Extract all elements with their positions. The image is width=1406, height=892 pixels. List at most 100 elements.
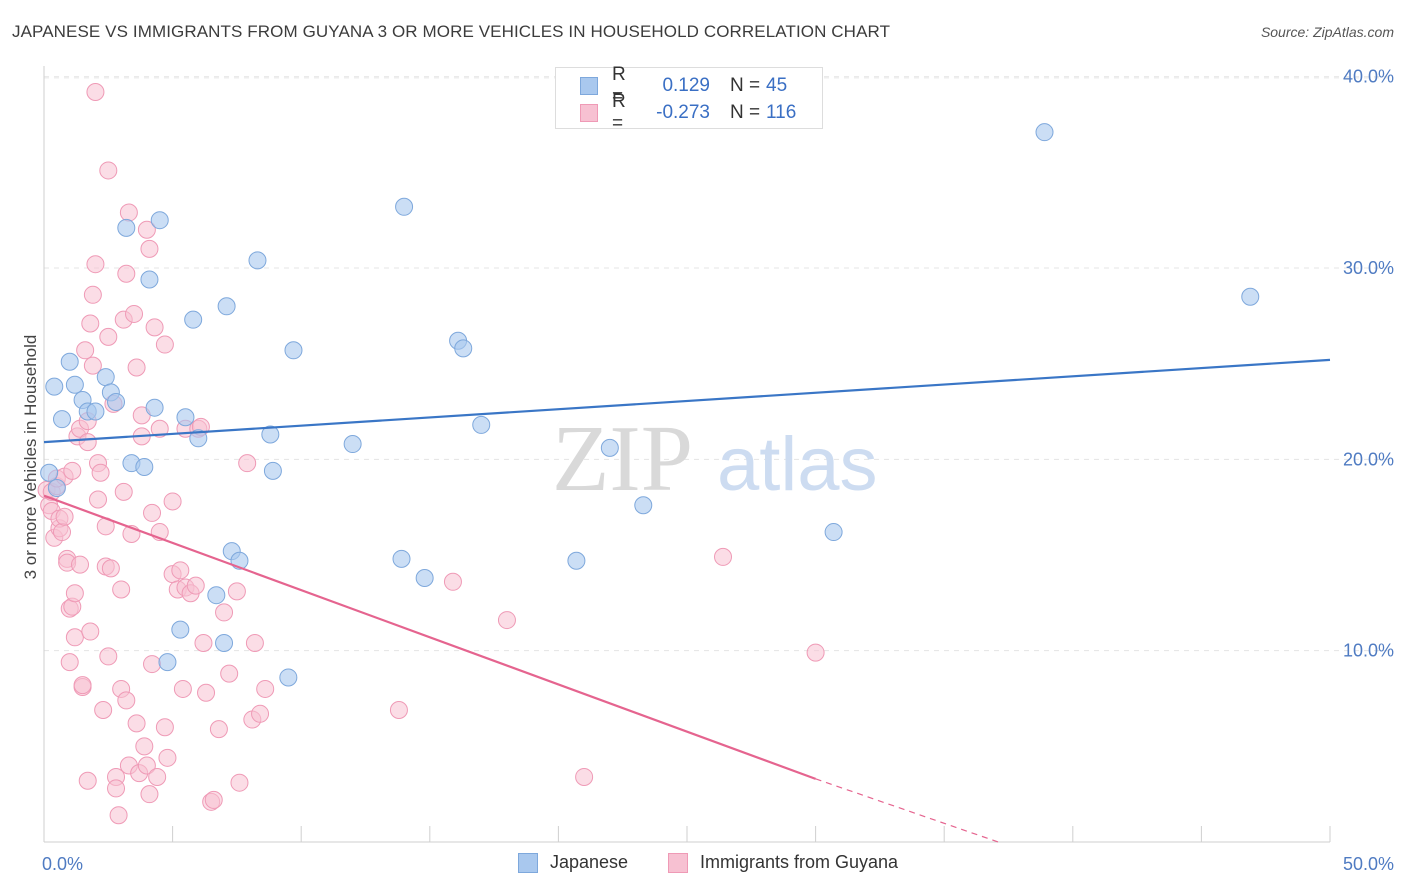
series-legend: Japanese Immigrants from Guyana: [0, 852, 1406, 878]
guyana-point: [99, 161, 118, 180]
japanese-points: [40, 123, 1260, 687]
japanese-point: [824, 523, 843, 542]
guyana-point: [73, 676, 92, 695]
guyana-point: [714, 547, 733, 566]
watermark: ZIP atlas: [552, 407, 878, 511]
japanese-point: [279, 668, 298, 687]
guyana-point: [86, 255, 105, 274]
guyana-point: [114, 482, 133, 501]
guyana-point: [99, 327, 118, 346]
guyana-point: [150, 419, 169, 438]
guyana-point: [78, 433, 97, 452]
japanese-point: [1035, 123, 1054, 142]
guyana-point: [76, 341, 95, 360]
japanese-swatch: [580, 77, 598, 95]
n-label: N =: [730, 75, 761, 96]
japanese-point: [65, 375, 84, 394]
guyana-point: [245, 634, 264, 653]
japanese-point: [145, 398, 164, 417]
guyana-trendline-extension: [815, 778, 999, 843]
japanese-point: [150, 211, 169, 230]
chart-title: JAPANESE VS IMMIGRANTS FROM GUYANA 3 OR …: [12, 22, 891, 41]
japanese-point: [600, 438, 619, 457]
japanese-point: [47, 479, 66, 498]
legend-label-guyana: Immigrants from Guyana: [700, 852, 899, 872]
japanese-swatch: [518, 852, 538, 873]
japanese-point: [176, 408, 195, 427]
n-label: N =: [730, 102, 761, 123]
guyana-point: [497, 611, 516, 630]
guyana-point: [155, 718, 174, 737]
legend-item-japanese: Japanese: [518, 852, 628, 873]
guyana-point: [173, 679, 192, 698]
guyana-point: [65, 584, 84, 603]
guyana-point: [140, 239, 159, 258]
watermark-zip: ZIP: [552, 407, 693, 511]
japanese-point: [415, 568, 434, 587]
guyana-point: [101, 559, 120, 578]
guyana-point: [186, 576, 205, 595]
guyana-point: [112, 580, 131, 599]
guyana-point: [806, 643, 825, 662]
guyana-point: [127, 358, 146, 377]
y-tick-label: 30.0%: [1343, 258, 1394, 278]
guyana-point: [238, 454, 257, 473]
n-value: 45: [766, 75, 788, 96]
japanese-point: [454, 339, 473, 358]
n-value: 116: [766, 102, 797, 123]
guyana-trendline: [43, 494, 816, 780]
japanese-point: [284, 341, 303, 360]
x-tick-label: 50.0%: [1343, 854, 1394, 874]
guyana-point: [194, 634, 213, 653]
japanese-point: [263, 461, 282, 480]
guyana-point: [163, 492, 182, 511]
trendlines: [43, 358, 1331, 843]
guyana-point: [443, 572, 462, 591]
y-tick-label: 20.0%: [1343, 449, 1394, 469]
japanese-point: [567, 551, 586, 570]
guyana-point: [256, 679, 275, 698]
guyana-point: [71, 555, 90, 574]
guyana-point: [137, 220, 156, 239]
guyana-point: [220, 664, 239, 683]
japanese-point: [107, 392, 126, 411]
guyana-swatch: [668, 852, 688, 873]
japanese-point: [207, 586, 226, 605]
r-value: 0.129: [662, 75, 710, 96]
guyana-point: [140, 785, 159, 804]
guyana-point: [78, 771, 97, 790]
r-label: R =: [612, 64, 626, 107]
guyana-points: [37, 83, 825, 825]
guyana-swatch: [580, 104, 598, 122]
legend-row-guyana: R = -0.273 N = 116: [580, 91, 797, 134]
japanese-point: [343, 435, 362, 454]
guyana-point: [86, 83, 105, 102]
guyana-point: [117, 264, 136, 283]
guyana-point: [251, 704, 270, 723]
japanese-point: [86, 402, 105, 421]
guyana-point: [89, 490, 108, 509]
guyana-point: [389, 700, 408, 719]
japanese-point: [96, 368, 115, 387]
japanese-point: [189, 429, 208, 448]
japanese-point: [171, 620, 190, 639]
guyana-point: [155, 335, 174, 354]
guyana-point: [227, 582, 246, 601]
legend-row-japanese: R = 0.129 N = 45: [580, 64, 788, 107]
japanese-point: [60, 352, 79, 371]
guyana-point: [94, 700, 113, 719]
guyana-point: [81, 314, 100, 333]
japanese-point: [135, 458, 154, 477]
guyana-point: [209, 720, 228, 739]
japanese-point: [395, 197, 414, 216]
watermark-atlas: atlas: [717, 422, 878, 507]
japanese-point: [45, 377, 64, 396]
guyana-point: [158, 748, 177, 767]
guyana-point: [171, 561, 190, 580]
guyana-point: [575, 767, 594, 786]
guyana-point: [125, 304, 144, 323]
guyana-point: [109, 806, 128, 825]
guyana-point: [148, 767, 167, 786]
x-tick-label: 0.0%: [42, 854, 83, 874]
